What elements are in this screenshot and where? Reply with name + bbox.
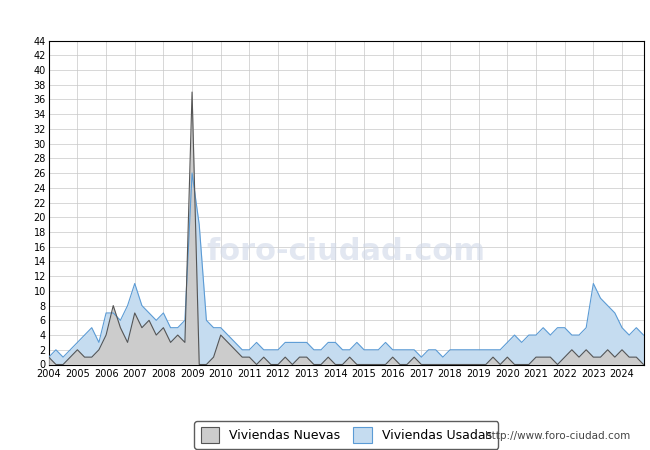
Text: foro-ciudad.com: foro-ciudad.com bbox=[207, 237, 486, 266]
Text: Lumbier - Evolucion del Nº de Transacciones Inmobiliarias: Lumbier - Evolucion del Nº de Transaccio… bbox=[113, 12, 537, 27]
Text: http://www.foro-ciudad.com: http://www.foro-ciudad.com bbox=[486, 431, 630, 441]
Legend: Viviendas Nuevas, Viviendas Usadas: Viviendas Nuevas, Viviendas Usadas bbox=[194, 421, 498, 449]
